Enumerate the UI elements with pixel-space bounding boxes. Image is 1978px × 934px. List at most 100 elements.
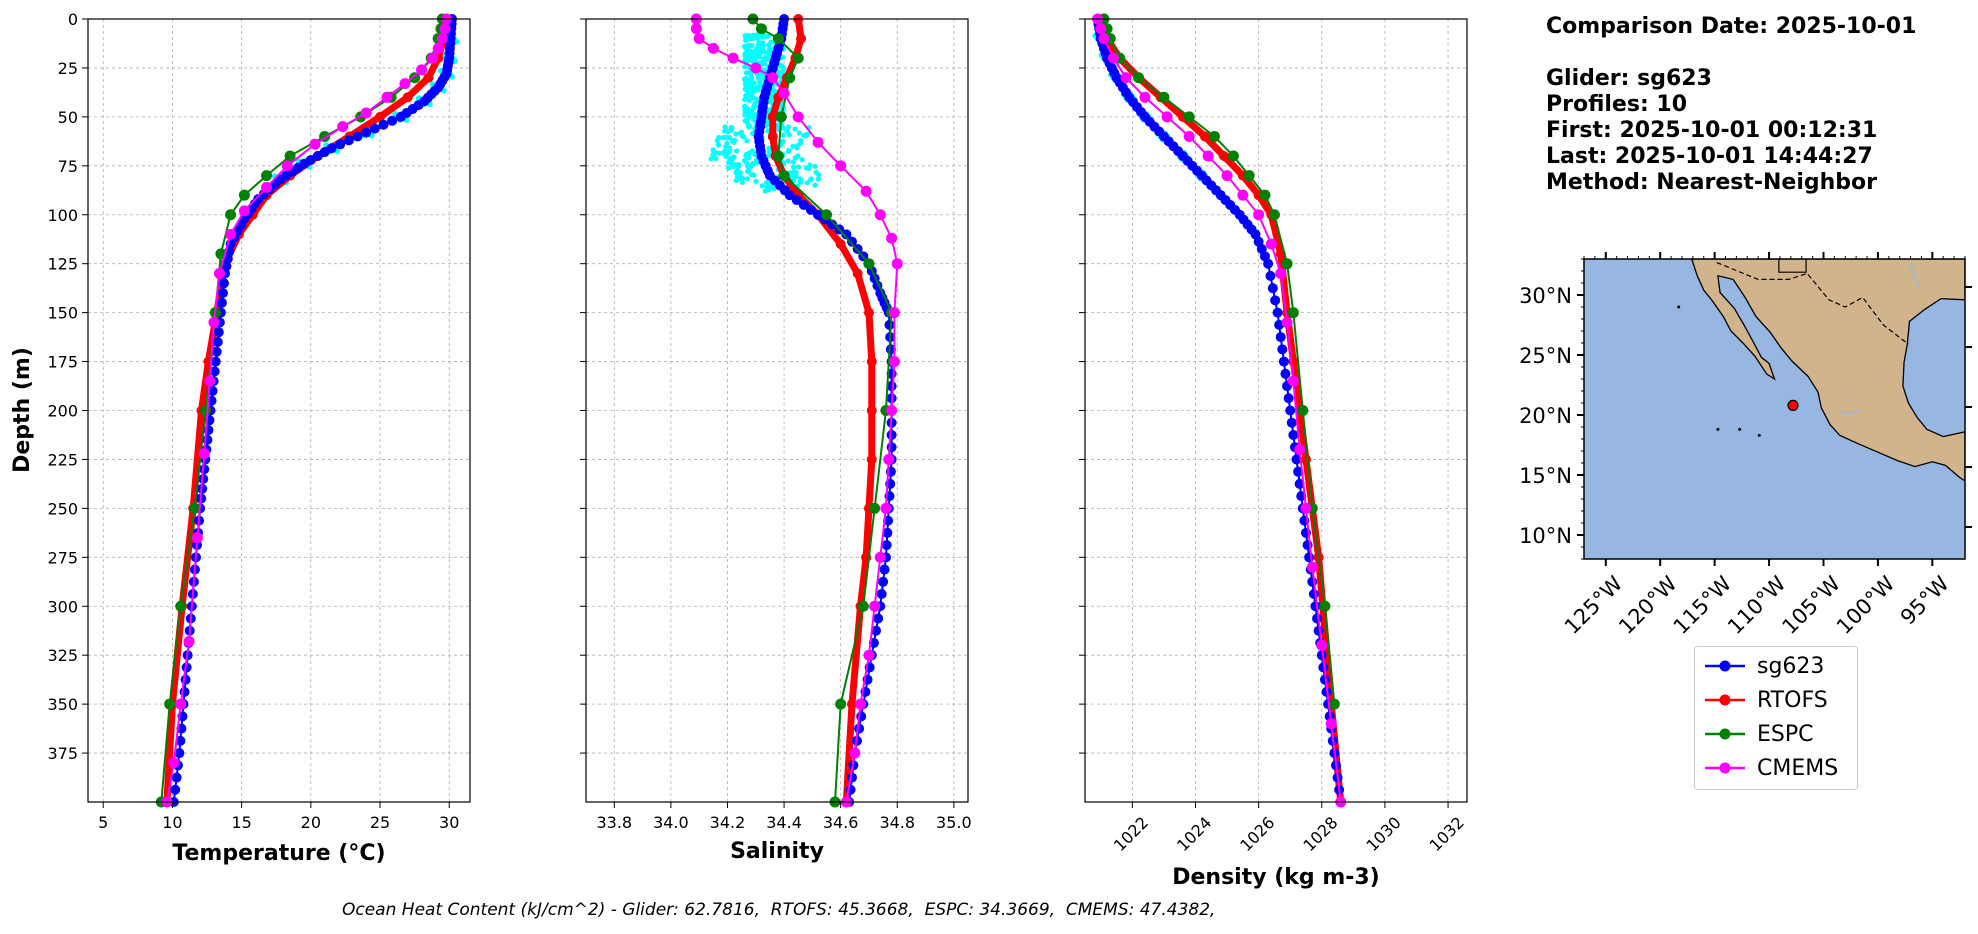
series-line-rtofs	[769, 18, 876, 803]
point-sg623	[1316, 650, 1327, 661]
glider-sample-point	[721, 148, 728, 154]
glider-sample-point	[746, 124, 752, 130]
island	[1757, 433, 1761, 437]
glider-sample-point	[797, 138, 804, 144]
glider-sample-point	[747, 112, 753, 118]
lon-label: 100°W	[1832, 571, 1900, 639]
glider-sample-point	[775, 123, 781, 129]
comparison-date: Comparison Date: 2025-10-01	[1546, 14, 1917, 39]
island	[1738, 427, 1742, 431]
point-espc	[863, 258, 875, 270]
point-rtofs	[375, 111, 386, 122]
glider-sample-point	[708, 156, 714, 162]
glider-sample-point	[812, 182, 818, 188]
legend-label-rtofs: RTOFS	[1757, 687, 1828, 713]
point-espc	[1183, 111, 1195, 123]
glider-sample-point	[742, 86, 748, 92]
lat-label: 10°N	[1519, 524, 1572, 548]
point-cmems	[1221, 170, 1233, 182]
glider-sample-point	[801, 132, 807, 139]
point-cmems	[208, 316, 220, 328]
point-sg623	[1307, 576, 1318, 587]
point-sg623	[1275, 332, 1286, 343]
profile-count: Profiles: 10	[1546, 92, 1688, 117]
point-cmems	[309, 138, 321, 150]
point-espc	[225, 209, 237, 221]
ocean-heat-content-footer: Ocean Heat Content (kJ/cm^2) - Glider: 6…	[342, 900, 1216, 920]
point-espc	[1297, 405, 1309, 416]
point-cmems	[891, 258, 903, 270]
point-sg623	[854, 723, 865, 734]
point-sg623	[755, 146, 766, 157]
glider-sample-point	[742, 43, 748, 49]
point-sg623	[210, 356, 221, 367]
point-espc	[835, 698, 847, 710]
glider-sample-point	[737, 176, 743, 182]
point-espc	[1287, 307, 1299, 319]
map-frame	[1583, 258, 1966, 560]
glider-sample-point	[747, 164, 754, 170]
glider-sample-point	[741, 157, 748, 164]
point-cmems	[281, 160, 293, 172]
glider-sample-point	[744, 168, 751, 175]
point-cmems	[168, 757, 180, 769]
glider-sample-point	[725, 159, 732, 166]
point-cmems	[767, 72, 779, 84]
legend-swatch-cmems	[1705, 762, 1745, 774]
density-panel: 1022 1024 1026 1028 1030 1032 Density (kg m-3…	[1079, 13, 1468, 890]
glider-sample-point	[725, 150, 732, 156]
glider-sample-point	[764, 180, 770, 186]
point-sg623	[1211, 185, 1222, 196]
glider-sample-point	[729, 138, 735, 144]
glider-sample-point	[780, 54, 786, 61]
salinity-xlabel: Salinity	[730, 839, 824, 864]
temperature-panel: 5 10 15 20 25 3002550751001251501752002252502…	[10, 10, 471, 866]
point-sg623	[378, 119, 389, 130]
glider-sample-point	[753, 178, 759, 184]
point-espc	[164, 698, 176, 710]
point-sg623	[221, 261, 232, 272]
point-cmems	[1316, 639, 1328, 651]
point-sg623	[1310, 601, 1321, 612]
glider-sample-point	[742, 54, 749, 60]
glider-sample-point	[766, 42, 772, 48]
point-sg623	[174, 748, 185, 759]
river	[1909, 263, 1920, 289]
lon-label: 110°W	[1723, 571, 1791, 639]
point-cmems	[1139, 91, 1151, 103]
glider-sample-point	[727, 145, 733, 151]
point-cmems	[439, 23, 451, 35]
point-sg623	[422, 92, 433, 103]
point-espc	[772, 33, 784, 45]
lon-label: 105°W	[1777, 571, 1845, 639]
glider-sample-point	[742, 107, 748, 113]
point-cmems	[849, 747, 861, 759]
lat-label: 20°N	[1519, 404, 1572, 428]
point-espc	[1227, 150, 1239, 162]
point-sg623	[1280, 368, 1291, 379]
glider-sample-point	[723, 153, 729, 159]
point-cmems	[707, 42, 719, 54]
x-tick-label: 35.0	[936, 813, 972, 832]
glider-sample-point	[760, 48, 766, 54]
x-tick-label: 1024	[1173, 813, 1215, 855]
glider-sample-point	[759, 183, 765, 189]
point-sg623	[884, 319, 895, 330]
glider-sample-point	[745, 32, 751, 39]
point-cmems	[204, 375, 216, 387]
y-tick-label: 350	[47, 695, 78, 714]
point-sg623	[343, 135, 354, 146]
point-sg623	[1267, 283, 1278, 294]
point-cmems	[792, 111, 804, 123]
glider-sample-point	[790, 159, 796, 165]
glider-sample-point	[728, 124, 734, 131]
glider-sample-point	[753, 55, 759, 61]
legend-item-cmems: CMEMS	[1703, 753, 1838, 783]
legend: sg623 RTOFS ESPC CMEMS	[1694, 646, 1858, 790]
point-sg623	[1283, 393, 1294, 404]
point-cmems	[874, 209, 886, 221]
point-sg623	[387, 115, 398, 126]
point-cmems	[381, 91, 393, 103]
info-spacer	[1546, 40, 1916, 66]
legend-swatch-sg623	[1705, 660, 1745, 672]
